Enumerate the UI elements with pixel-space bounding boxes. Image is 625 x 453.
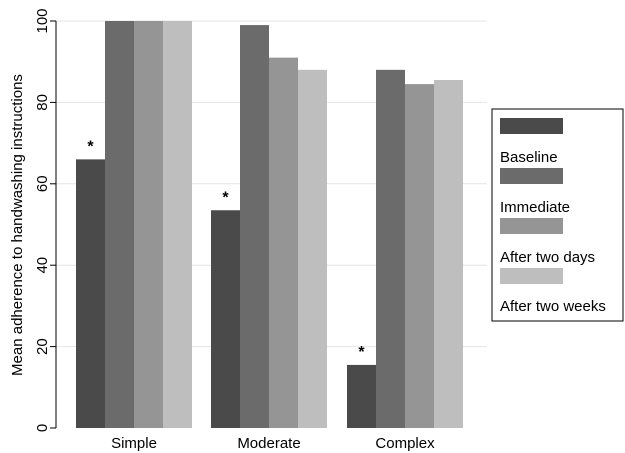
bar: [376, 69, 405, 428]
legend-swatch: [500, 268, 563, 284]
x-tick-label: Moderate: [237, 435, 300, 452]
significance-marker: *: [87, 138, 94, 155]
y-tick-label: 20: [34, 338, 51, 355]
x-tick-label: Complex: [375, 435, 435, 452]
bar: [269, 57, 298, 428]
legend: Baseline Immediate After two days After two…: [491, 108, 624, 322]
bar: [211, 210, 240, 428]
legend-swatch: [500, 168, 563, 184]
bar: [134, 21, 163, 428]
bar: [405, 84, 434, 429]
legend-label: After two weeks: [500, 298, 606, 315]
bar: [434, 80, 463, 428]
bar: [298, 69, 327, 428]
y-axis: 0 20 40 60 80 100: [34, 8, 57, 432]
legend-label: Immediate: [500, 199, 570, 216]
significance-marker: *: [222, 189, 229, 206]
legend-box: [491, 108, 624, 322]
legend-label: After two days: [500, 249, 595, 266]
x-axis: Simple Moderate Complex: [111, 435, 435, 452]
bar: [240, 25, 269, 428]
bar: [105, 21, 134, 428]
bar: [76, 159, 105, 428]
bars: [76, 21, 463, 429]
legend-swatch: [500, 118, 563, 134]
x-tick-label: Simple: [111, 435, 157, 452]
y-axis-title: Mean adherence to handwashing instructio…: [9, 74, 26, 376]
legend-label: Baseline: [500, 149, 558, 166]
annotations: * * *: [87, 138, 365, 361]
legend-swatch: [500, 218, 563, 234]
bar: [347, 364, 376, 428]
y-tick-label: 100: [34, 8, 51, 33]
bar: [163, 21, 192, 428]
significance-marker: *: [358, 344, 365, 361]
y-tick-label: 40: [34, 257, 51, 274]
y-tick-label: 60: [34, 175, 51, 192]
y-tick-label: 80: [34, 94, 51, 111]
y-tick-label: 0: [34, 424, 51, 432]
